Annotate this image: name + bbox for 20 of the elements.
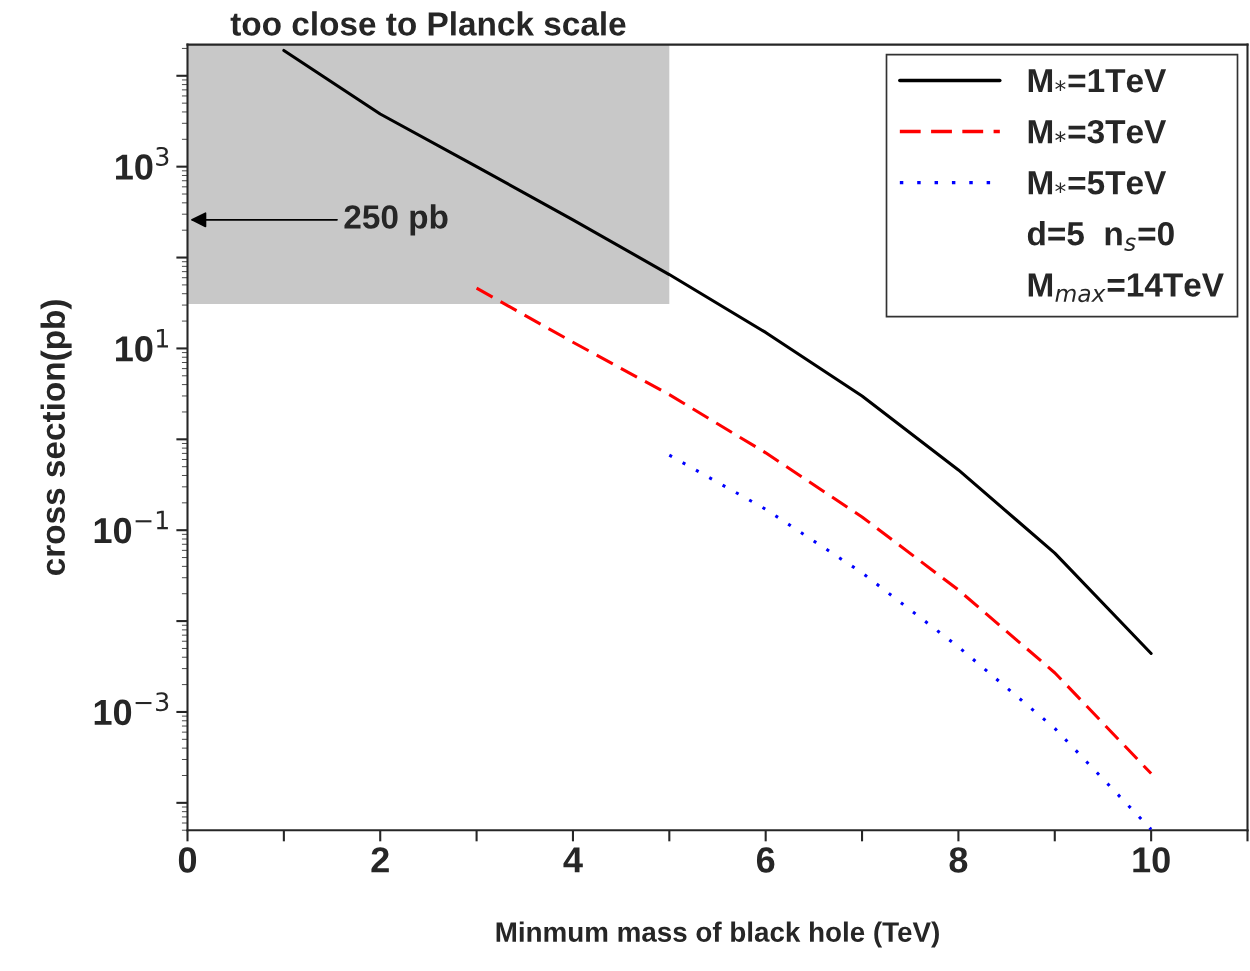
legend-label: M$_{*}$=3TeV bbox=[1028, 119, 1167, 144]
y-tick-label: 10$^{3}$ bbox=[116, 146, 169, 180]
legend-label: M$_{*}$=5TeV bbox=[1028, 171, 1167, 195]
x-tick-label: 2 bbox=[371, 847, 389, 873]
x-tick-label: 4 bbox=[563, 847, 583, 873]
x-axis-title: Minmum mass of black hole (TeV) bbox=[496, 921, 939, 948]
line-series bbox=[667, 453, 1153, 831]
y-axis-title: cross section(pb) bbox=[40, 300, 72, 576]
x-tick-label: 8 bbox=[949, 847, 968, 873]
y-tick-label: 10$^{−1}$ bbox=[94, 510, 168, 544]
band-label: too close to Planck scale bbox=[230, 11, 626, 36]
x-tick-label: 6 bbox=[756, 847, 775, 873]
x-tick-label: 0 bbox=[178, 847, 197, 873]
annotation: d=5 n$_{s}$=0 bbox=[1027, 221, 1174, 251]
annotation: 250 pb bbox=[344, 204, 448, 236]
annotation: M$_{max}$=14TeV bbox=[1028, 273, 1224, 303]
y-tick-label: 10$^{−3}$ bbox=[94, 692, 169, 726]
legend-label: M$_{*}$=1TeV bbox=[1028, 69, 1167, 93]
y-tick-label: 10$^{1}$ bbox=[116, 329, 169, 362]
x-tick-label: 10 bbox=[1133, 847, 1170, 873]
